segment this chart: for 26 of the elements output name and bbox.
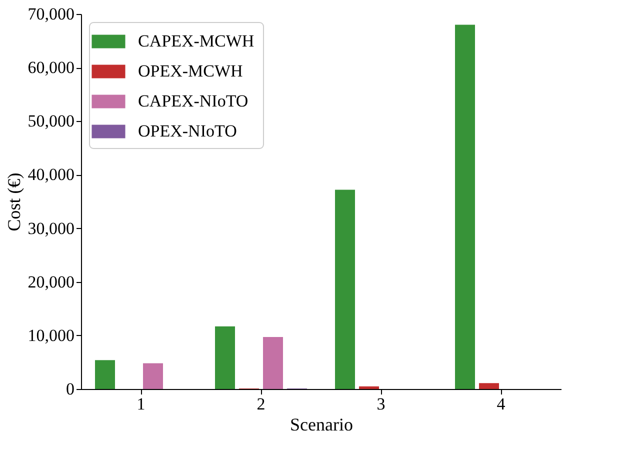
x-tick-label: 1 xyxy=(136,394,146,414)
legend-label: OPEX-NIoTO xyxy=(138,122,237,140)
x-axis-title: Scenario xyxy=(290,414,353,434)
y-tick-label: 30,000 xyxy=(28,218,74,238)
bar xyxy=(215,326,235,389)
bar xyxy=(143,363,163,389)
bar xyxy=(263,337,283,389)
x-tick-label: 2 xyxy=(256,394,266,414)
legend-label: CAPEX-MCWH xyxy=(138,32,254,50)
bar xyxy=(95,360,115,389)
bar xyxy=(335,190,355,389)
y-tick-label: 10,000 xyxy=(28,326,74,345)
y-tick-label: 20,000 xyxy=(28,272,74,292)
y-tick-label: 60,000 xyxy=(28,58,74,78)
legend-label: OPEX-MCWH xyxy=(138,62,243,80)
x-tick-label: 3 xyxy=(376,394,386,414)
bar xyxy=(479,383,499,389)
y-axis-title: Cost (€) xyxy=(4,172,24,232)
x-tick-label: 4 xyxy=(496,394,506,414)
bar xyxy=(359,386,379,389)
y-tick-label: 40,000 xyxy=(28,165,74,184)
y-tick-label: 0 xyxy=(66,380,74,398)
y-tick-label: 70,000 xyxy=(28,4,74,24)
legend-label: CAPEX-NIoTO xyxy=(138,92,248,110)
bar xyxy=(455,24,475,389)
y-tick-label: 50,000 xyxy=(28,112,74,131)
